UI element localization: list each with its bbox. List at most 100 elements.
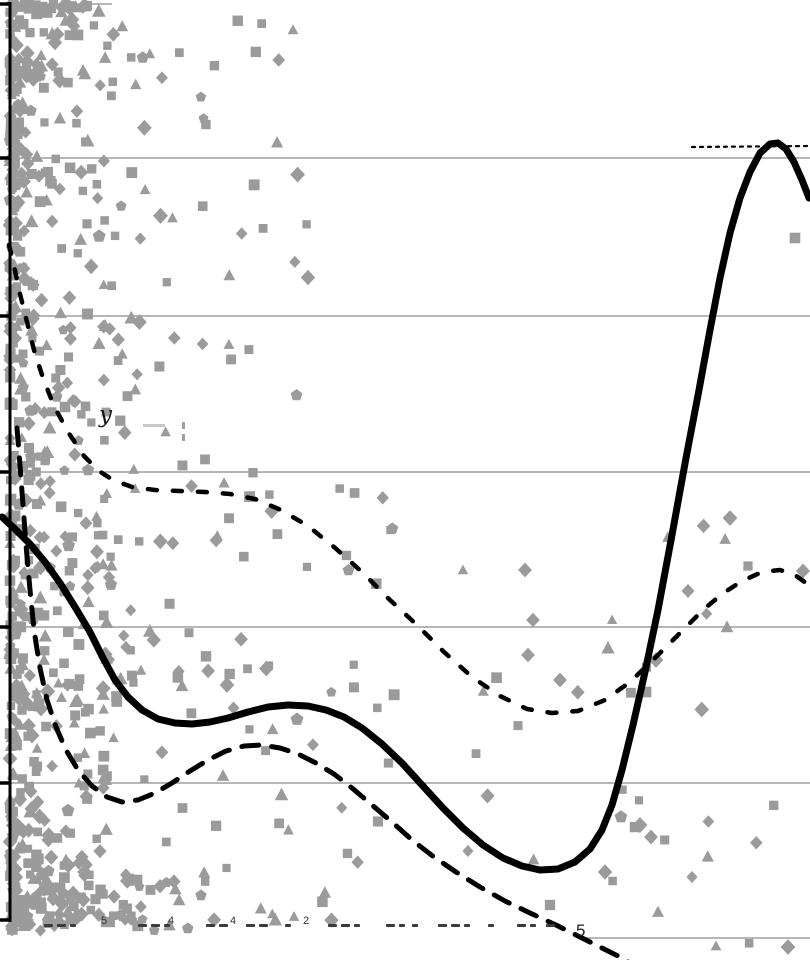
scatter-point bbox=[52, 911, 66, 925]
scatter-point bbox=[69, 909, 85, 926]
scatter-point bbox=[239, 551, 249, 562]
scatter-point bbox=[46, 3, 56, 14]
scatter-point bbox=[18, 461, 29, 472]
scatter-point bbox=[274, 818, 284, 829]
scatter-point bbox=[686, 870, 698, 884]
scatter-point bbox=[117, 425, 132, 440]
scatter-point bbox=[40, 339, 53, 351]
scatter-point bbox=[226, 354, 236, 365]
scatter-point bbox=[108, 732, 119, 743]
scatter-point bbox=[335, 484, 344, 493]
scatter-point bbox=[272, 529, 283, 539]
scatter-point bbox=[126, 167, 138, 179]
scatter-point bbox=[12, 177, 22, 188]
scatter-point bbox=[149, 925, 160, 935]
scatter-point bbox=[720, 620, 734, 633]
x-axis-label-sliver bbox=[164, 924, 170, 927]
scatter-point bbox=[38, 610, 50, 621]
scatter-point bbox=[40, 118, 49, 127]
x-axis-exponent-digit: 4 bbox=[230, 915, 237, 927]
scatter-point bbox=[8, 201, 20, 212]
scatter-point bbox=[56, 883, 66, 893]
scatter-point bbox=[121, 903, 132, 915]
scatter-point bbox=[174, 48, 184, 58]
scatter-point bbox=[23, 918, 34, 929]
scatter-point bbox=[97, 373, 110, 387]
scatter-point bbox=[31, 795, 45, 809]
scatter-point bbox=[744, 938, 754, 948]
scatter-point bbox=[64, 0, 76, 13]
scatter-point bbox=[17, 261, 31, 276]
scatter-point bbox=[98, 318, 112, 332]
scatter-point bbox=[12, 669, 22, 679]
scatter-point bbox=[13, 117, 24, 129]
scatter-point bbox=[302, 562, 312, 572]
scatter-point bbox=[101, 407, 111, 417]
scatter-point bbox=[248, 468, 258, 478]
scatter-point bbox=[254, 902, 267, 914]
scatter-point bbox=[16, 912, 26, 921]
scatter-point bbox=[103, 41, 112, 50]
x-axis-label-sliver bbox=[464, 924, 470, 927]
scatter-point bbox=[72, 118, 81, 128]
scatter-point bbox=[126, 53, 136, 62]
scatter-point bbox=[13, 417, 25, 428]
scatter-point bbox=[85, 727, 96, 739]
scatter-point bbox=[116, 20, 129, 32]
scatter-point bbox=[701, 607, 713, 620]
scatter-point bbox=[124, 912, 138, 926]
scatter-point bbox=[743, 561, 753, 571]
scatter-point bbox=[544, 899, 556, 911]
scatter-point bbox=[626, 687, 636, 698]
scatter-point bbox=[32, 808, 47, 825]
scatter-point bbox=[106, 552, 115, 561]
scatter-point bbox=[41, 827, 57, 844]
scatter-point bbox=[618, 785, 627, 794]
scatter-point bbox=[17, 774, 27, 784]
scatter-point bbox=[283, 824, 294, 835]
scatter-point bbox=[53, 677, 64, 688]
x-axis-label-sliver bbox=[219, 924, 228, 927]
scatter-point bbox=[8, 0, 21, 10]
scatter-point bbox=[134, 900, 147, 914]
scatter-point bbox=[15, 657, 29, 671]
scatter-point bbox=[198, 113, 209, 123]
scatter-point bbox=[172, 893, 186, 906]
equation-remnant-colon bbox=[182, 434, 185, 441]
scatter-point bbox=[50, 544, 63, 558]
scatter-point bbox=[31, 467, 41, 477]
scatter-point bbox=[34, 477, 47, 491]
scatter-point bbox=[33, 590, 48, 604]
solid-trendline-curve bbox=[0, 139, 810, 874]
scatter-point bbox=[172, 664, 185, 678]
scatter-point bbox=[89, 561, 101, 575]
scatter-point bbox=[140, 775, 149, 784]
scatter-point bbox=[317, 896, 328, 908]
scatter-point bbox=[694, 701, 710, 718]
scatter-point bbox=[8, 338, 18, 348]
scatter-point bbox=[634, 796, 644, 805]
scatter-point bbox=[97, 764, 109, 776]
scatter-point bbox=[95, 726, 105, 736]
scatter-point bbox=[7, 323, 17, 333]
scatter-point bbox=[92, 180, 102, 189]
scatter-point bbox=[44, 849, 59, 865]
scatter-point bbox=[25, 323, 39, 336]
scatter-point bbox=[21, 717, 36, 734]
scatter-point bbox=[290, 389, 303, 401]
x-axis-label-sliver bbox=[57, 924, 66, 927]
scatter-point bbox=[19, 271, 32, 285]
scatter-point bbox=[48, 918, 61, 932]
scatter-point bbox=[518, 562, 532, 578]
scatter-point bbox=[11, 820, 27, 836]
scatter-point bbox=[12, 231, 23, 241]
scatter-point bbox=[8, 690, 20, 702]
scatter-point bbox=[64, 678, 75, 690]
scatter-point bbox=[78, 67, 92, 80]
scatter-point bbox=[16, 317, 25, 326]
scatter-point bbox=[167, 874, 181, 889]
scatter-point bbox=[318, 886, 332, 898]
scatter-point bbox=[40, 456, 50, 466]
scatter-point bbox=[18, 349, 28, 359]
